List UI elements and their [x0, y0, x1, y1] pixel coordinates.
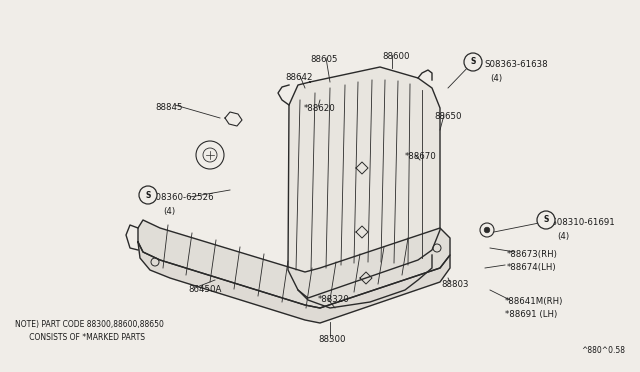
Circle shape [484, 227, 490, 233]
Text: *88641M(RH): *88641M(RH) [505, 297, 563, 306]
Circle shape [139, 186, 157, 204]
Text: 88600: 88600 [382, 52, 410, 61]
Text: *88320: *88320 [318, 295, 349, 304]
Text: S08360-62526: S08360-62526 [150, 193, 214, 202]
Text: 88803: 88803 [441, 280, 468, 289]
Text: S: S [145, 190, 150, 199]
Text: 88642: 88642 [285, 73, 312, 82]
Text: 88650: 88650 [434, 112, 461, 121]
Circle shape [464, 53, 482, 71]
Text: 86450A: 86450A [188, 285, 221, 294]
Text: (4): (4) [490, 74, 502, 83]
Text: S: S [470, 58, 476, 67]
Text: *88674(LH): *88674(LH) [507, 263, 557, 272]
Text: *88673(RH): *88673(RH) [507, 250, 558, 259]
Text: CONSISTS OF *MARKED PARTS: CONSISTS OF *MARKED PARTS [15, 333, 145, 342]
Polygon shape [138, 220, 450, 308]
Text: (4): (4) [163, 207, 175, 216]
Text: 88845: 88845 [155, 103, 182, 112]
Text: S08363-61638: S08363-61638 [484, 60, 548, 69]
Text: *88670: *88670 [405, 152, 436, 161]
Text: NOTE) PART CODE 88300,88600,88650: NOTE) PART CODE 88300,88600,88650 [15, 320, 164, 329]
Text: *88691 (LH): *88691 (LH) [505, 310, 557, 319]
Text: *S08310-61691: *S08310-61691 [548, 218, 616, 227]
Polygon shape [138, 242, 450, 323]
Text: S: S [543, 215, 548, 224]
Polygon shape [288, 67, 440, 298]
Text: *88620: *88620 [304, 104, 336, 113]
Text: (4): (4) [557, 232, 569, 241]
Text: ^880^0.58: ^880^0.58 [581, 346, 625, 355]
Circle shape [537, 211, 555, 229]
Text: 88300: 88300 [318, 335, 346, 344]
Text: 88605: 88605 [310, 55, 337, 64]
